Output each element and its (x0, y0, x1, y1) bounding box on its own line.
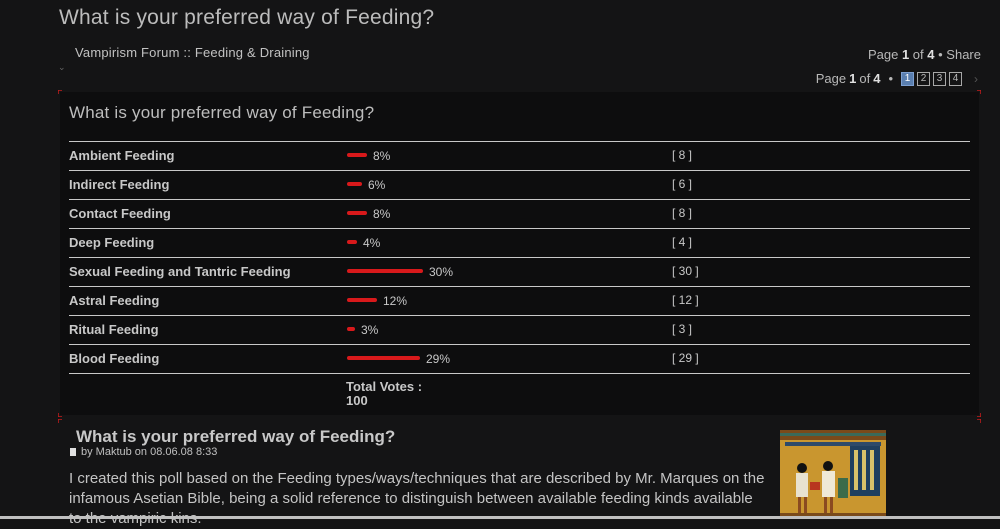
total-votes-label: Total Votes : (346, 379, 423, 394)
poll-option-bar (347, 182, 362, 186)
page-button-3[interactable]: 3 (933, 71, 946, 86)
poll-option-percent: 8% (373, 207, 391, 221)
breadcrumb[interactable]: Vampirism Forum :: Feeding & Draining (75, 45, 310, 60)
poll-option-bar (347, 269, 423, 273)
poll-option-label: Deep Feeding (69, 235, 155, 250)
page-title: What is your preferred way of Feeding? (59, 6, 435, 29)
poll-option-bar (347, 327, 355, 331)
poll-option-count: [ 6 ] (672, 177, 693, 191)
total-votes-value: 100 (346, 393, 368, 408)
poll-option-percent: 8% (373, 149, 391, 163)
next-page-icon[interactable]: › (974, 71, 978, 86)
page-label: Page (815, 71, 847, 86)
total-votes: Total Votes : 100 (346, 380, 422, 408)
poll-results-table: Ambient Feeding 8% [ 8 ] Indirect Feeding 6%… (69, 141, 970, 374)
poll-option-percent: 3% (361, 323, 379, 337)
post-meta: by Maktub on 08.06.08 8:33 (70, 446, 217, 458)
divider (0, 516, 1000, 519)
poll-option-label: Ambient Feeding (69, 148, 175, 163)
poll-option-label: Contact Feeding (69, 206, 171, 221)
page-share-info: Page 1 of 4 • Share (867, 47, 981, 62)
page-button-2[interactable]: 2 (917, 71, 930, 86)
poll-option-count: [ 8 ] (672, 148, 693, 162)
corner-mark (977, 419, 981, 423)
poll-option-percent: 30% (429, 265, 454, 279)
poll-option-label: Ritual Feeding (69, 322, 159, 337)
poll-option-row: Indirect Feeding 6% [ 6 ] (69, 170, 970, 199)
page-button-4[interactable]: 4 (949, 71, 962, 86)
poll-option-percent: 29% (426, 352, 451, 366)
total-pages: 4 (873, 71, 881, 86)
poll-option-row: Ritual Feeding 3% [ 3 ] (69, 315, 970, 344)
poll-option-count: [ 30 ] (672, 264, 699, 278)
poll-option-row: Ambient Feeding 8% [ 8 ] (69, 141, 970, 170)
current-page: 1 (901, 47, 910, 62)
poll-option-row: Contact Feeding 8% [ 8 ] (69, 199, 970, 228)
poll-option-count: [ 4 ] (672, 235, 693, 249)
current-page: 1 (849, 71, 857, 86)
post-body: I created this poll based on the Feeding… (69, 470, 765, 527)
chevron-down-icon[interactable]: ⌄ (58, 62, 66, 72)
poll-table-bottom-border (69, 373, 970, 374)
poll-option-count: [ 12 ] (672, 293, 699, 307)
total-pages: 4 (927, 47, 935, 62)
poll-option-percent: 6% (368, 178, 386, 192)
of-label: of (859, 71, 871, 86)
poll-option-label: Indirect Feeding (69, 177, 170, 192)
poll-box: What is your preferred way of Feeding? A… (60, 92, 979, 415)
poll-option-row: Blood Feeding 29% [ 29 ] (69, 344, 970, 373)
poll-option-bar (347, 298, 377, 302)
poll-option-percent: 4% (363, 236, 381, 250)
poll-option-label: Blood Feeding (69, 351, 160, 366)
poll-option-count: [ 8 ] (672, 206, 693, 220)
page-button-1[interactable]: 1 (901, 71, 914, 86)
poll-option-row: Astral Feeding 12% [ 12 ] (69, 286, 970, 315)
share-link[interactable]: Share (946, 47, 981, 62)
poll-option-row: Deep Feeding 4% [ 4 ] (69, 228, 970, 257)
egyptian-art-image (780, 430, 886, 519)
poll-option-bar (347, 153, 367, 157)
corner-mark (58, 419, 62, 423)
post-author-date: by Maktub on 08.06.08 8:33 (81, 446, 218, 458)
poll-option-percent: 12% (383, 294, 408, 308)
poll-title: What is your preferred way of Feeding? (69, 103, 375, 122)
pagination: Page 1 of 4 • 1 2 3 4 › (815, 71, 978, 86)
of-label: of (912, 47, 924, 62)
poll-option-bar (347, 211, 367, 215)
poll-option-label: Astral Feeding (69, 293, 160, 308)
post-document-icon (70, 448, 76, 456)
poll-option-row: Sexual Feeding and Tantric Feeding 30% [ 3… (69, 257, 970, 286)
post-title[interactable]: What is your preferred way of Feeding? (76, 427, 396, 446)
poll-option-count: [ 29 ] (672, 351, 699, 365)
poll-option-bar (347, 240, 357, 244)
page-label: Page (867, 47, 899, 62)
poll-option-bar (347, 356, 420, 360)
poll-option-label: Sexual Feeding and Tantric Feeding (69, 264, 291, 279)
poll-option-count: [ 3 ] (672, 322, 693, 336)
